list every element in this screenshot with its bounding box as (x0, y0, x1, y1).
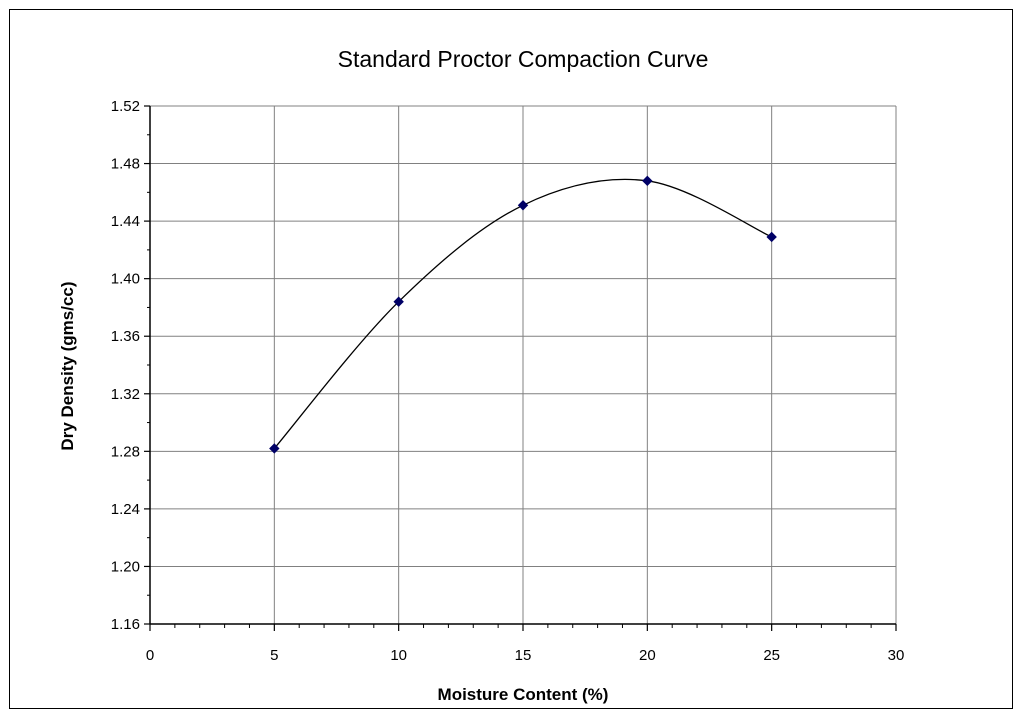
chart-title: Standard Proctor Compaction Curve (338, 46, 709, 72)
data-point (393, 296, 404, 307)
trendline (273, 178, 772, 449)
y-tick-label: 1.52 (111, 98, 140, 115)
y-tick-label: 1.36 (111, 328, 140, 345)
grid-lines (150, 105, 897, 624)
y-tick-label: 1.20 (111, 558, 140, 575)
data-point (269, 443, 280, 454)
data-point (766, 231, 777, 243)
x-tick-label: 25 (763, 647, 780, 664)
data-points (269, 175, 777, 454)
x-tick-label: 20 (639, 647, 656, 664)
y-tick-label: 1.44 (111, 213, 140, 230)
y-tick-label: 1.48 (111, 156, 140, 173)
x-tick-label: 30 (888, 647, 905, 664)
y-tick-label: 1.24 (111, 501, 140, 518)
x-tick-label: 0 (146, 647, 154, 664)
axes (144, 105, 897, 631)
y-tick-label: 1.40 (111, 271, 140, 288)
y-tick-label: 1.16 (111, 616, 140, 633)
chart-frame (9, 9, 1013, 709)
data-point (517, 200, 529, 211)
data-point (642, 175, 653, 187)
x-tick-label: 5 (270, 647, 278, 664)
y-tick-label: 1.32 (111, 386, 140, 403)
y-tick-label: 1.28 (111, 443, 140, 460)
x-tick-label: 10 (390, 647, 407, 664)
trendline-curve (273, 178, 772, 449)
x-axis-title: Moisture Content (%) (438, 685, 609, 704)
tick-labels: 0 5 10 15 20 25 30 1.16 1.20 1.24 1.28 1.32 1.36 1.40… (111, 98, 905, 664)
y-axis-title: Dry Density (gms/cc) (58, 281, 77, 450)
x-tick-label: 15 (515, 647, 532, 664)
